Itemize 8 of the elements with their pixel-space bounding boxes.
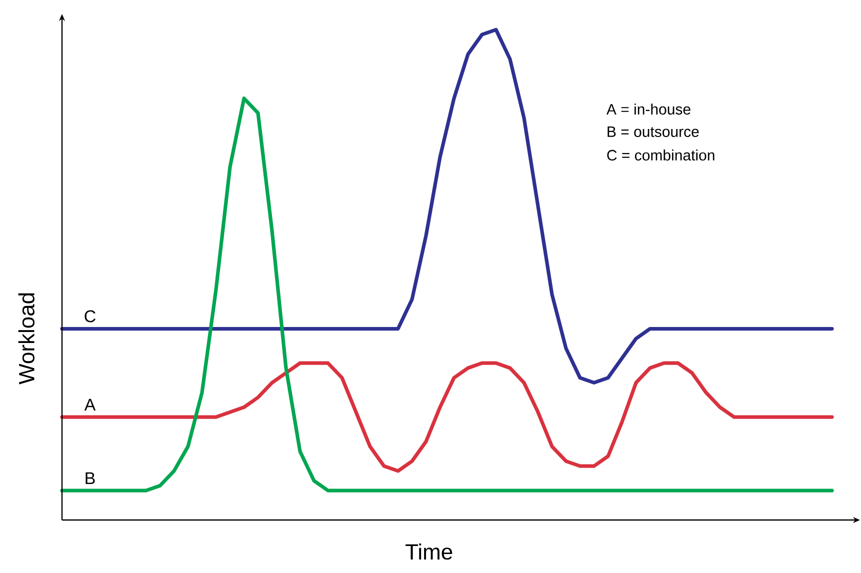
x-axis-title: Time bbox=[406, 544, 452, 560]
series-label: A bbox=[84, 398, 96, 411]
annotation: C = combination bbox=[607, 150, 714, 161]
annotation: A = in-house bbox=[606, 104, 690, 115]
y-axis-title: Workload bbox=[18, 293, 34, 384]
annotation: B = outsource bbox=[608, 126, 699, 138]
series-label: B bbox=[86, 472, 95, 484]
series-label: C bbox=[84, 310, 96, 322]
